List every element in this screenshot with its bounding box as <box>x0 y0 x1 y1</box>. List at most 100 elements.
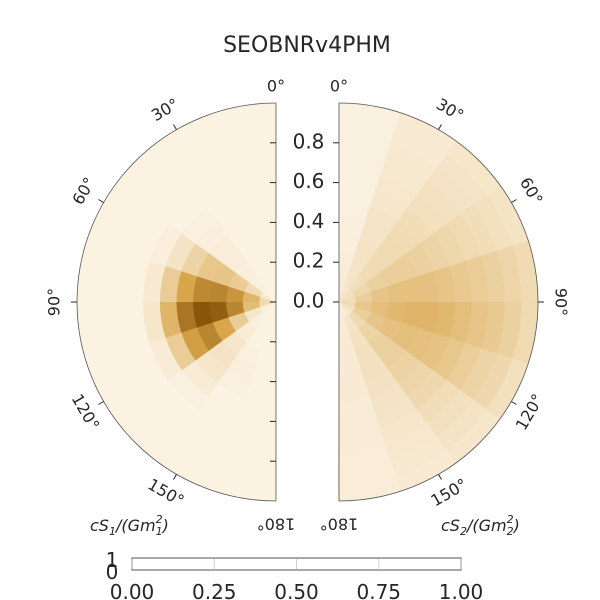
right-disk-cell <box>374 175 418 209</box>
right-disk-cell <box>338 396 375 419</box>
right-disk-cell <box>352 307 371 322</box>
right-disk-cell <box>338 365 365 386</box>
left-disk-cell <box>209 302 229 324</box>
right-disk-cell <box>389 436 447 477</box>
left-disk-cell <box>244 307 263 322</box>
right-disk-cell <box>339 119 397 145</box>
left-disk-cell <box>248 311 267 330</box>
right-disk-cell <box>432 337 466 381</box>
right-disk-cell <box>337 475 401 502</box>
right-disk-cell <box>426 167 475 216</box>
left-disk-cell <box>195 350 228 384</box>
right-disk-cell <box>385 143 438 182</box>
left-disk-cell <box>180 327 210 362</box>
angle-tick-label: 90° <box>45 288 64 316</box>
left-disk-cell <box>259 296 276 303</box>
left-disk-cell <box>176 302 198 334</box>
right-disk-cell <box>387 221 421 254</box>
left-disk-cell <box>159 302 182 339</box>
right-disk-cell <box>401 302 423 329</box>
right-disk-cell <box>416 379 461 424</box>
right-disk-cell <box>338 380 370 402</box>
right-disk-cell <box>349 328 369 350</box>
right-disk-cell <box>397 207 434 245</box>
right-disk-cell <box>337 459 396 485</box>
left-disk-cell <box>228 272 250 292</box>
right-disk-cell <box>339 292 356 302</box>
angle-tick-label: 120° <box>512 391 548 434</box>
right-disk-cell <box>339 268 350 287</box>
right-disk-cell <box>464 302 489 350</box>
left-disk-cell <box>259 302 276 308</box>
right-disk-cell <box>339 285 350 302</box>
right-disk-cell <box>432 223 466 267</box>
angle-tick <box>511 199 517 203</box>
right-disk-cell <box>394 449 457 493</box>
left-disk-axis-label: cS1/(Gm2 1) <box>90 513 169 538</box>
left-disk-cell <box>142 302 166 344</box>
right-disk-cell <box>512 240 539 304</box>
left-disk-cell <box>217 369 251 398</box>
angle-tick-label: 180° <box>257 515 296 534</box>
left-disk-cell <box>165 332 196 372</box>
left-disk-cell <box>181 360 219 397</box>
right-disk-cell <box>486 184 530 247</box>
left-disk-cell <box>159 266 182 303</box>
right-disk-cell <box>339 302 349 319</box>
right-disk-cell <box>445 409 501 465</box>
right-disk-cell <box>402 276 423 303</box>
left-disk-cell <box>225 286 245 303</box>
angle-tick <box>173 124 177 130</box>
right-disk-cell <box>386 281 406 303</box>
right-disk-cell <box>354 291 373 303</box>
right-disk-axis-label: cS2/(Gm2 2) <box>441 513 520 538</box>
radial-tick-label: 0.4 <box>293 209 325 233</box>
left-disk-cell <box>149 223 183 267</box>
left-disk-cell <box>149 337 183 381</box>
left-disk-cell <box>209 281 229 303</box>
right-disk-cell <box>496 302 522 360</box>
right-disk-cell <box>339 285 345 302</box>
angle-tick <box>438 124 442 130</box>
left-disk-cell <box>208 234 238 264</box>
right-disk-cell <box>339 135 392 161</box>
right-disk-cell <box>417 302 439 334</box>
left-disk-cell <box>196 253 223 282</box>
right-disk-cell <box>406 370 447 411</box>
right-disk-cell <box>339 302 353 316</box>
right-disk-cell <box>459 204 498 257</box>
right-disk-cell <box>405 327 435 362</box>
right-disk-cell <box>339 302 356 313</box>
right-disk-cell <box>379 409 427 445</box>
left-disk-cell <box>228 312 250 332</box>
right-disk-cell <box>348 274 367 293</box>
right-disk-cell <box>435 399 487 451</box>
right-disk-cell <box>364 369 398 398</box>
right-disk-cell <box>338 302 345 319</box>
right-disk-cell <box>339 302 356 308</box>
left-disk-cell <box>192 302 214 329</box>
right-disk-cell <box>512 302 539 365</box>
right-disk-cell <box>459 348 498 401</box>
right-disk-cell <box>359 355 388 382</box>
right-disk-cell <box>364 206 399 236</box>
right-disk-cell <box>339 185 376 208</box>
right-disk-cell <box>446 214 482 262</box>
right-disk-cell <box>436 154 488 206</box>
left-disk-cell <box>259 302 276 313</box>
angle-tick-label: 60° <box>516 174 547 208</box>
right-disk-cell <box>339 202 371 224</box>
left-disk-cell <box>242 302 261 313</box>
right-disk-cell <box>390 128 448 169</box>
right-disk-cell <box>367 331 393 357</box>
left-disk-cell <box>221 248 247 274</box>
right-disk-cell <box>344 270 359 289</box>
angle-tick-label: 180° <box>320 515 359 534</box>
right-disk-cell <box>339 288 353 302</box>
right-disk-cell <box>387 350 420 384</box>
right-disk-cell <box>377 234 407 264</box>
right-disk-cell <box>339 152 387 177</box>
left-disk-cell <box>259 292 276 302</box>
angle-tick-label: 0° <box>267 77 285 96</box>
right-disk-cell <box>392 253 419 282</box>
